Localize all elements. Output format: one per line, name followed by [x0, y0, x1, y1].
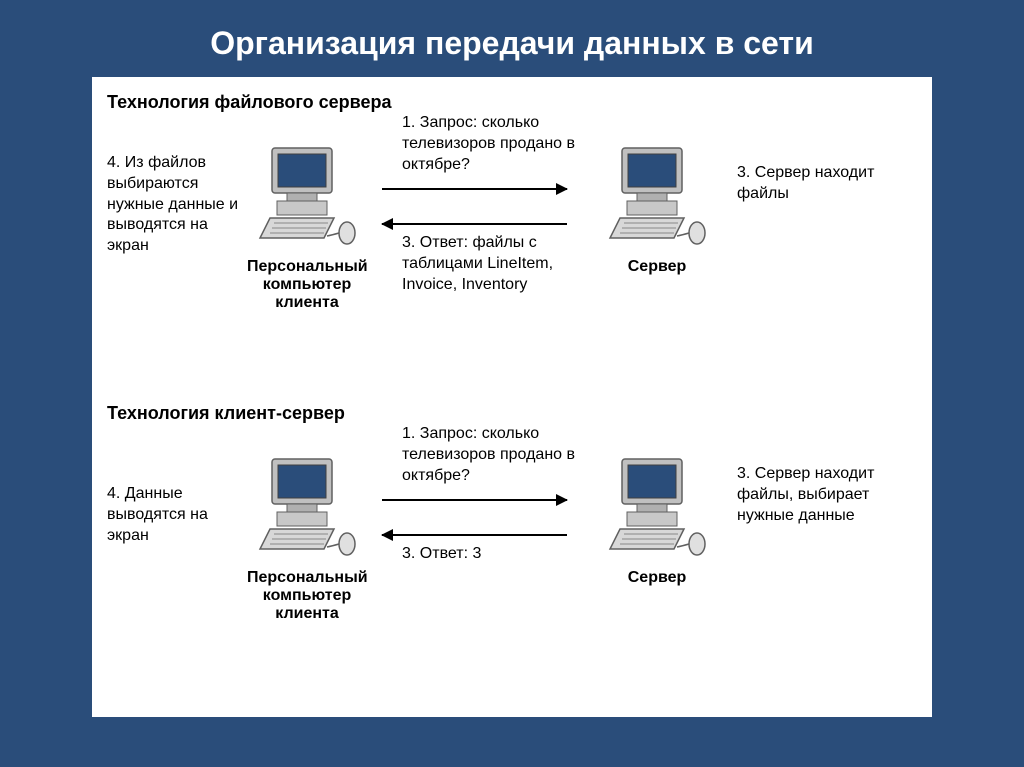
- diagram-row-1: 4. Из файлов выбираются нужные данные и …: [107, 113, 917, 403]
- section2-left-text: 4. Данные выводятся на экран: [107, 484, 242, 546]
- slide-title: Организация передачи данных в сети: [0, 0, 1024, 77]
- section2-response-text: 3. Ответ: 3: [402, 544, 602, 565]
- content-box: Технология файлового сервера 4. Из файло…: [92, 77, 932, 717]
- server-label-1: Сервер: [597, 258, 717, 276]
- arrow-response-1: [382, 223, 567, 225]
- section1-request-text: 1. Запрос: сколько телевизоров продано в…: [402, 113, 602, 175]
- computer-icon: [252, 454, 362, 564]
- section2-right-text: 3. Сервер находит файлы, выбирает нужные…: [737, 464, 887, 526]
- diagram-row-2: 4. Данные выводятся на экран Персональны…: [107, 424, 917, 714]
- arrow-response-2: [382, 534, 567, 536]
- arrow-request-2: [382, 499, 567, 501]
- section2-request-text: 1. Запрос: сколько телевизоров продано в…: [402, 424, 602, 486]
- slide: Организация передачи данных в сети Техно…: [0, 0, 1024, 767]
- section1-right-text: 3. Сервер находит файлы: [737, 163, 887, 205]
- client-label-1: Персональный компьютер клиента: [247, 258, 367, 312]
- computer-icon: [602, 143, 712, 253]
- computer-icon: [252, 143, 362, 253]
- server-computer-1: Сервер: [597, 143, 717, 276]
- computer-icon: [602, 454, 712, 564]
- server-computer-2: Сервер: [597, 454, 717, 587]
- server-label-2: Сервер: [597, 569, 717, 587]
- arrow-request-1: [382, 188, 567, 190]
- section2-title: Технология клиент-сервер: [107, 403, 917, 424]
- section1-response-text: 3. Ответ: файлы с таблицами LineItem, In…: [402, 233, 602, 295]
- client-computer-1: Персональный компьютер клиента: [247, 143, 367, 312]
- client-label-2: Персональный компьютер клиента: [247, 569, 367, 623]
- client-computer-2: Персональный компьютер клиента: [247, 454, 367, 623]
- section1-title: Технология файлового сервера: [107, 92, 917, 113]
- section1-left-text: 4. Из файлов выбираются нужные данные и …: [107, 153, 242, 257]
